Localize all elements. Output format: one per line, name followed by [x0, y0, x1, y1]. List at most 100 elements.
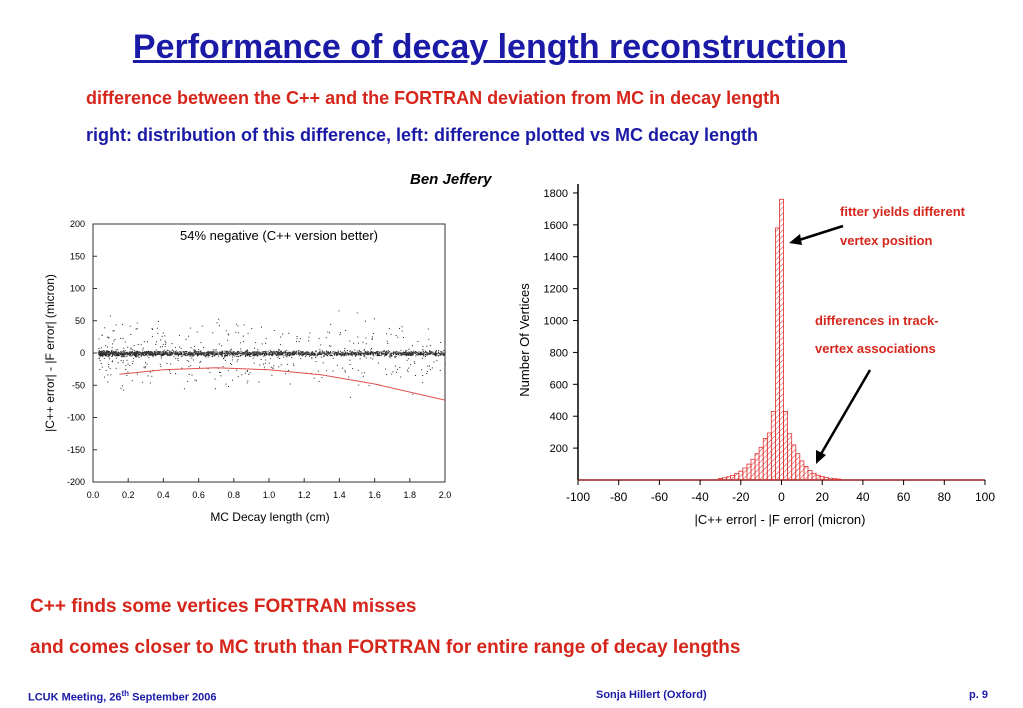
scatter-point: [200, 353, 202, 355]
scatter-point: [327, 355, 328, 357]
scatter-point: [208, 353, 210, 355]
scatter-point: [429, 369, 431, 371]
scatter-point: [132, 349, 134, 351]
scatter-point: [174, 354, 176, 356]
scatter-point: [371, 338, 373, 340]
scatter-x-tick-label: 0.6: [192, 490, 205, 500]
scatter-point: [340, 353, 342, 355]
scatter-point: [405, 355, 407, 357]
scatter-point: [321, 356, 323, 358]
scatter-point: [397, 336, 399, 338]
scatter-point: [395, 335, 397, 336]
scatter-point: [395, 351, 397, 353]
scatter-point: [403, 353, 405, 355]
scatter-point: [336, 352, 337, 353]
scatter-point: [231, 348, 233, 350]
scatter-point: [102, 353, 104, 355]
scatter-point: [173, 351, 175, 353]
scatter-point: [126, 355, 128, 357]
scatter-point: [211, 356, 213, 358]
conclusion-bullet-1: C++ finds some vertices FORTRAN misses: [30, 596, 417, 617]
scatter-point: [340, 355, 342, 357]
scatter-point: [435, 355, 436, 357]
scatter-point: [244, 356, 246, 358]
scatter-point: [139, 354, 141, 356]
scatter-point: [385, 368, 387, 370]
scatter-point: [392, 371, 394, 373]
scatter-point: [152, 353, 154, 355]
scatter-point: [105, 369, 107, 371]
scatter-point: [434, 353, 436, 355]
scatter-point: [290, 352, 291, 354]
scatter-point: [247, 355, 248, 357]
scatter-point: [310, 354, 312, 356]
scatter-point: [224, 354, 225, 356]
scatter-point: [207, 355, 209, 356]
scatter-point: [224, 356, 226, 357]
scatter-point: [115, 351, 117, 353]
scatter-point: [164, 345, 166, 347]
scatter-point: [229, 350, 231, 352]
histogram-bar: [762, 438, 768, 481]
scatter-point: [399, 354, 401, 356]
scatter-point: [294, 353, 296, 355]
scatter-point: [148, 353, 150, 355]
scatter-point: [128, 354, 130, 356]
scatter-point: [318, 354, 320, 356]
scatter-point: [426, 373, 428, 374]
histogram-bar: [738, 470, 744, 481]
scatter-point: [169, 353, 171, 355]
histogram-bar: [750, 458, 756, 481]
scatter-point: [341, 354, 343, 355]
scatter-point: [378, 362, 380, 364]
scatter-point: [259, 353, 261, 355]
scatter-point: [370, 352, 372, 353]
scatter-point: [258, 353, 260, 355]
scatter-point: [433, 353, 435, 354]
scatter-point: [114, 339, 116, 341]
scatter-point: [393, 352, 395, 354]
scatter-point: [129, 365, 131, 366]
scatter-point: [108, 356, 110, 358]
scatter-point: [224, 353, 226, 355]
scatter-point: [384, 354, 386, 356]
scatter-point: [294, 352, 295, 354]
scatter-point: [136, 350, 138, 352]
scatter-point: [308, 336, 310, 338]
scatter-point: [159, 363, 161, 365]
scatter-point: [184, 354, 186, 356]
scatter-point: [216, 354, 218, 356]
scatter-point: [166, 354, 168, 356]
scatter-point: [288, 355, 290, 357]
histogram-x-tick-label: -60: [651, 490, 669, 504]
scatter-point: [184, 351, 186, 352]
scatter-point: [247, 332, 249, 334]
scatter-point: [414, 362, 416, 364]
scatter-point: [218, 343, 220, 345]
scatter-point: [403, 354, 405, 356]
footer-left-sup: th: [121, 689, 130, 698]
scatter-point: [435, 354, 437, 355]
scatter-point: [177, 351, 179, 353]
scatter-point: [136, 322, 138, 324]
scatter-point: [214, 355, 216, 357]
scatter-x-tick-label: 1.0: [263, 490, 276, 500]
scatter-point: [321, 377, 323, 379]
scatter-point: [122, 350, 124, 352]
scatter-point: [380, 354, 382, 356]
scatter-point: [210, 354, 212, 356]
scatter-point: [384, 355, 386, 357]
scatter-point: [108, 351, 110, 353]
scatter-point: [113, 353, 115, 355]
scatter-point: [354, 354, 356, 356]
scatter-point: [296, 341, 297, 343]
scatter-point: [263, 366, 265, 368]
scatter-point: [426, 353, 428, 355]
scatter-point: [376, 351, 378, 353]
scatter-point: [171, 343, 173, 345]
scatter-point: [286, 355, 288, 357]
scatter-point: [227, 353, 229, 355]
scatter-point: [222, 351, 224, 353]
scatter-point: [199, 366, 200, 368]
scatter-point: [168, 350, 170, 352]
